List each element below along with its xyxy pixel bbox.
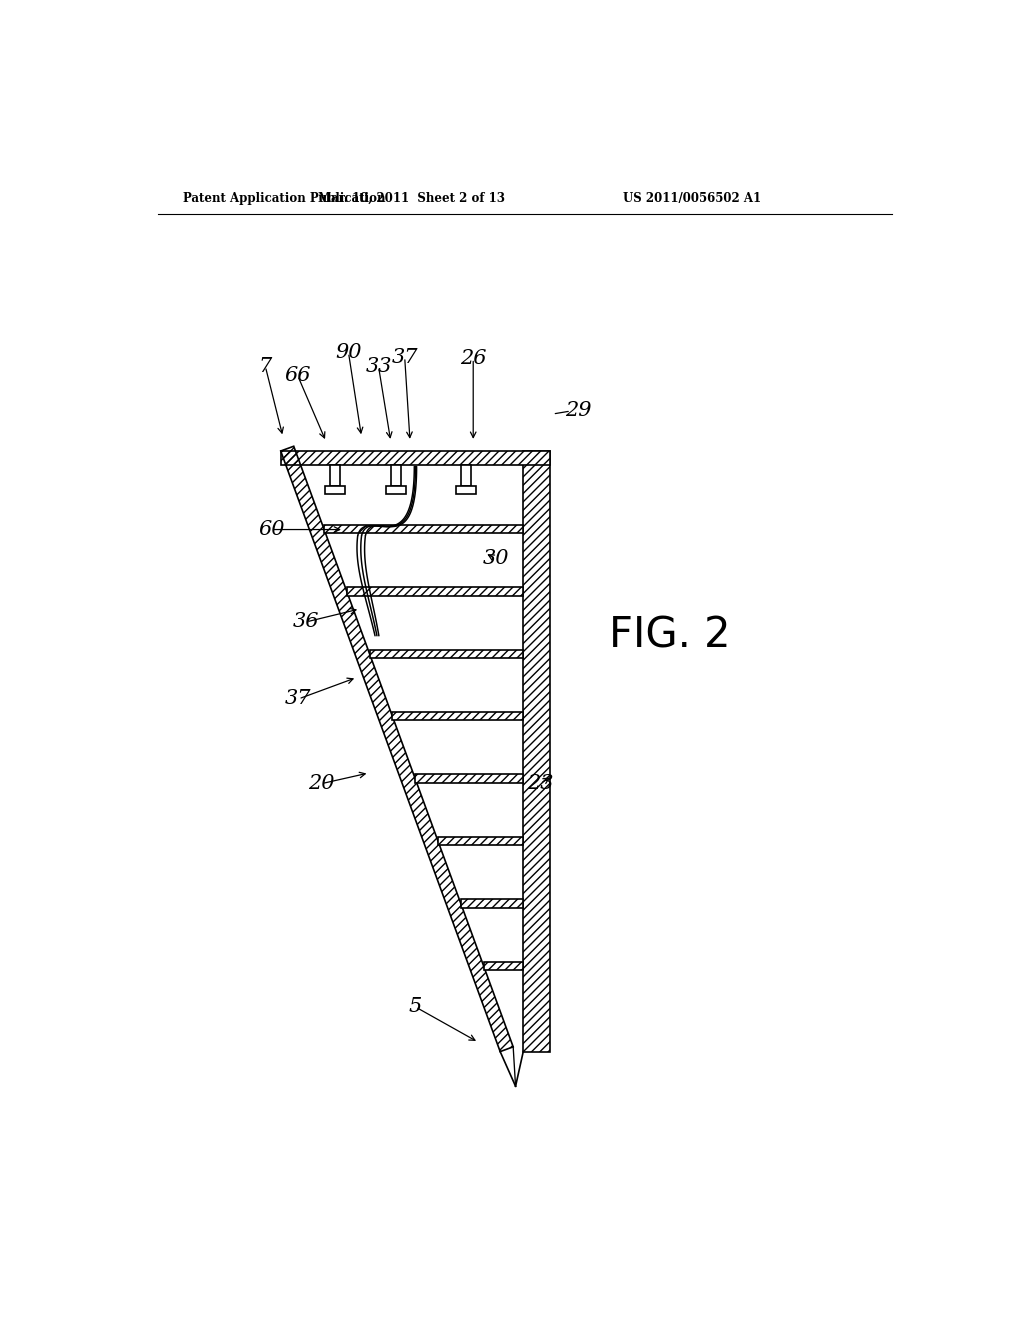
Text: 37: 37 <box>285 689 311 709</box>
Bar <box>415 775 523 783</box>
Text: 36: 36 <box>293 612 319 631</box>
Text: 66: 66 <box>285 366 311 385</box>
Bar <box>347 587 523 595</box>
Bar <box>461 465 470 487</box>
Text: FIG. 2: FIG. 2 <box>609 615 730 657</box>
Bar <box>483 962 523 970</box>
Bar <box>347 587 523 595</box>
Text: 5: 5 <box>409 998 422 1016</box>
Bar <box>438 837 523 845</box>
Bar <box>483 962 523 970</box>
Text: 29: 29 <box>565 401 592 421</box>
Bar <box>281 451 550 465</box>
Bar <box>392 711 523 721</box>
Bar <box>347 587 523 595</box>
Bar <box>415 775 523 783</box>
Bar <box>456 487 475 494</box>
Bar <box>483 962 523 970</box>
Text: Mar. 10, 2011  Sheet 2 of 13: Mar. 10, 2011 Sheet 2 of 13 <box>318 191 505 205</box>
Bar <box>523 451 550 1052</box>
Bar <box>324 524 523 533</box>
Bar <box>324 524 523 533</box>
Bar <box>325 487 345 494</box>
Text: 26: 26 <box>460 348 486 368</box>
Bar <box>415 775 523 783</box>
Text: 90: 90 <box>335 343 361 362</box>
Bar <box>281 451 550 465</box>
Bar <box>392 711 523 721</box>
Bar <box>330 465 340 487</box>
Bar <box>523 451 550 1052</box>
Text: 60: 60 <box>258 520 285 539</box>
Bar <box>523 451 550 1052</box>
Bar <box>438 837 523 845</box>
Bar <box>370 649 523 657</box>
Bar <box>370 649 523 657</box>
Bar <box>461 899 523 908</box>
Text: 37: 37 <box>391 347 418 367</box>
Bar <box>281 451 550 465</box>
Text: US 2011/0056502 A1: US 2011/0056502 A1 <box>624 191 762 205</box>
Text: 30: 30 <box>482 549 509 569</box>
Text: 23: 23 <box>527 774 553 793</box>
Text: 20: 20 <box>308 774 335 793</box>
Text: 33: 33 <box>366 356 392 376</box>
Text: Patent Application Publication: Patent Application Publication <box>183 191 385 205</box>
Bar <box>461 899 523 908</box>
Bar <box>461 899 523 908</box>
Bar <box>324 524 523 533</box>
Bar <box>370 649 523 657</box>
Text: 7: 7 <box>259 356 272 376</box>
Bar <box>386 487 407 494</box>
Bar <box>391 465 401 487</box>
Bar <box>392 711 523 721</box>
Bar <box>438 837 523 845</box>
